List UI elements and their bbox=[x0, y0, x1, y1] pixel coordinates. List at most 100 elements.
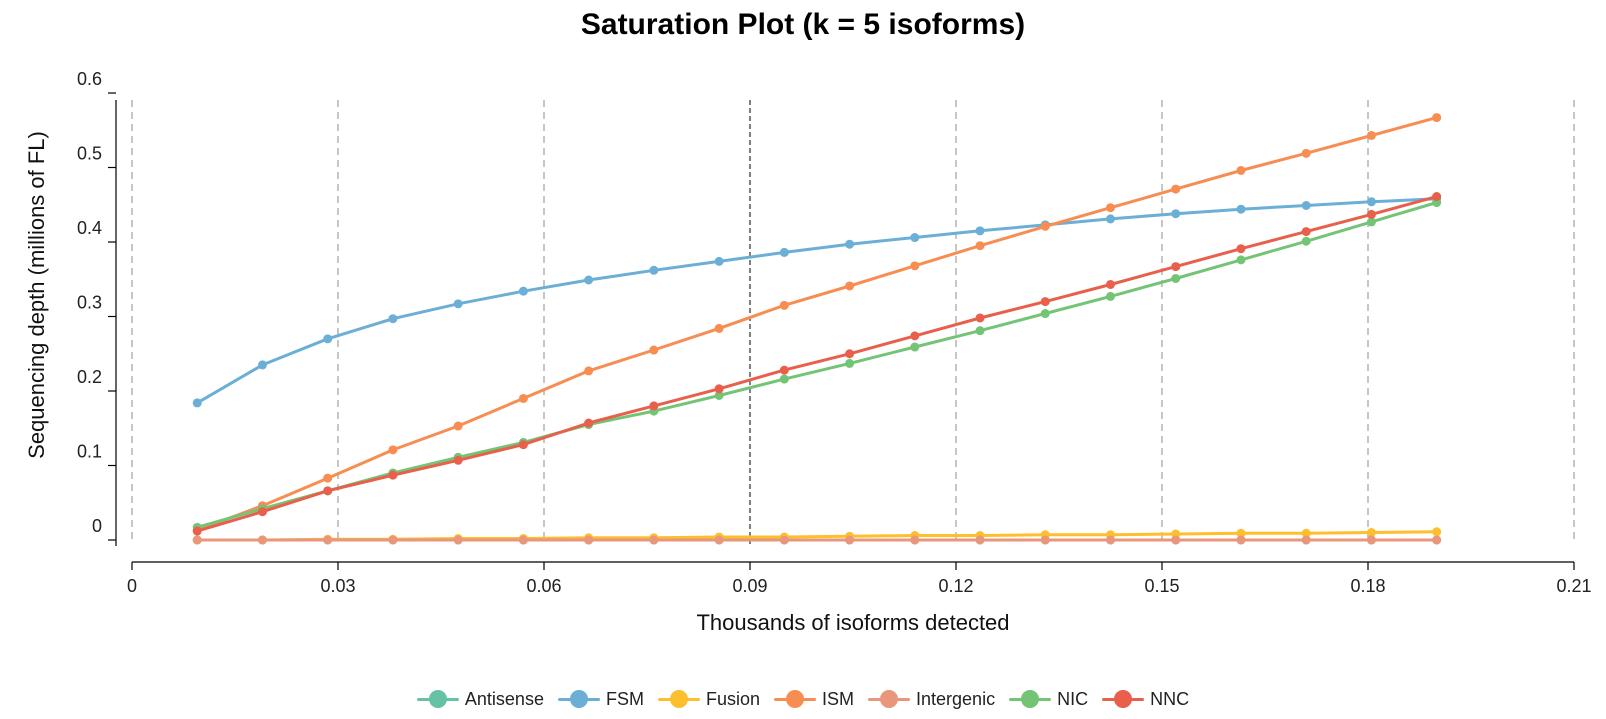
data-point bbox=[1236, 244, 1246, 254]
data-point bbox=[1171, 274, 1181, 284]
legend-item-fusion[interactable]: Fusion bbox=[657, 689, 760, 710]
data-point bbox=[845, 535, 855, 545]
data-point bbox=[714, 535, 724, 545]
data-point bbox=[779, 374, 789, 384]
series-line bbox=[196, 195, 1438, 533]
data-point bbox=[845, 358, 855, 368]
y-tick-label: 0.2 bbox=[77, 367, 102, 387]
data-point bbox=[323, 535, 333, 545]
data-point bbox=[192, 398, 202, 408]
data-point bbox=[584, 535, 594, 545]
legend-item-fsm[interactable]: FSM bbox=[557, 689, 644, 710]
data-point bbox=[1106, 535, 1115, 545]
legend-item-antisense[interactable]: Antisense bbox=[416, 689, 544, 710]
data-point bbox=[910, 261, 920, 271]
legend-swatch bbox=[557, 690, 600, 708]
data-point bbox=[975, 241, 985, 251]
x-tick-label: 0.09 bbox=[732, 576, 767, 596]
data-point bbox=[1236, 528, 1246, 538]
x-tick-label: 0.18 bbox=[1350, 576, 1385, 596]
data-point bbox=[779, 535, 789, 545]
data-point bbox=[1301, 236, 1311, 246]
data-point bbox=[1301, 148, 1311, 158]
data-point bbox=[779, 365, 789, 375]
data-point bbox=[453, 455, 463, 465]
legend-swatch bbox=[774, 690, 816, 708]
legend: Antisense FSM Fusion ISM Intergenic NIC NNC bbox=[0, 684, 1606, 714]
x-tick-label: 0.21 bbox=[1556, 576, 1591, 596]
chart-title: Saturation Plot (k = 5 isoforms) bbox=[580, 8, 1026, 41]
data-point bbox=[1366, 197, 1376, 207]
legend-swatch bbox=[416, 690, 459, 708]
x-tick-label: 0.15 bbox=[1144, 576, 1179, 596]
data-point bbox=[779, 247, 789, 257]
data-point bbox=[1366, 217, 1376, 227]
y-tick-label: 0.6 bbox=[77, 69, 102, 89]
legend-item-ism[interactable]: ISM bbox=[774, 689, 854, 710]
y-tick-label: 0.3 bbox=[77, 293, 102, 313]
series-ism bbox=[192, 113, 1442, 535]
series-line bbox=[196, 116, 1438, 532]
y-ticks: 0 0.1 0.2 0.3 0.4 0.5 0.6 bbox=[77, 69, 116, 541]
x-tick-label: 0.12 bbox=[938, 576, 973, 596]
x-ticks: 0 0.03 0.06 0.09 0.12 0.15 0.18 0.21 bbox=[127, 562, 1592, 596]
data-point bbox=[1106, 291, 1115, 301]
data-point bbox=[388, 314, 398, 324]
legend-item-nnc[interactable]: NNC bbox=[1102, 689, 1189, 710]
data-point bbox=[779, 300, 789, 310]
legend-swatch bbox=[1009, 690, 1052, 708]
data-point bbox=[1040, 221, 1050, 231]
data-point bbox=[714, 384, 724, 394]
data-point bbox=[1432, 527, 1442, 537]
y-tick-label: 0.5 bbox=[77, 144, 102, 164]
data-point bbox=[257, 360, 267, 370]
legend-item-nic[interactable]: NIC bbox=[1009, 689, 1088, 710]
data-point bbox=[388, 445, 398, 455]
data-point bbox=[388, 535, 398, 545]
series-line bbox=[196, 201, 1438, 529]
data-point bbox=[323, 473, 333, 483]
data-point bbox=[1236, 535, 1246, 545]
legend-item-intergenic[interactable]: Intergenic bbox=[868, 689, 995, 710]
x-tick-label: 0.06 bbox=[526, 576, 561, 596]
data-point bbox=[1040, 309, 1050, 319]
data-point bbox=[257, 535, 267, 545]
data-point bbox=[975, 326, 985, 336]
data-point bbox=[518, 286, 528, 296]
data-point bbox=[845, 239, 855, 249]
data-point bbox=[518, 535, 528, 545]
data-point bbox=[975, 313, 985, 323]
data-point bbox=[714, 390, 724, 400]
y-tick-label: 0 bbox=[92, 516, 102, 536]
data-point bbox=[192, 535, 202, 545]
data-point bbox=[1040, 297, 1050, 307]
data-point bbox=[1171, 184, 1181, 194]
data-point bbox=[649, 345, 659, 355]
data-point bbox=[1236, 204, 1246, 214]
data-point bbox=[518, 393, 528, 403]
data-point bbox=[518, 440, 528, 450]
data-point bbox=[1106, 214, 1115, 224]
data-point bbox=[1366, 130, 1376, 140]
data-point bbox=[453, 535, 463, 545]
legend-label: NNC bbox=[1150, 688, 1190, 709]
data-point bbox=[845, 281, 855, 291]
data-point bbox=[975, 226, 985, 236]
grid-layer bbox=[131, 100, 1575, 544]
legend-label: ISM bbox=[822, 688, 855, 709]
series-line bbox=[196, 197, 1437, 405]
data-point bbox=[257, 507, 267, 517]
data-point bbox=[649, 535, 659, 545]
data-point bbox=[1301, 200, 1311, 210]
y-tick-label: 0.4 bbox=[77, 218, 102, 238]
data-point bbox=[453, 421, 463, 431]
plot-area: 0 0.03 0.06 0.09 0.12 0.15 0.18 0.21 0 0.1 0.2 0.3… bbox=[24, 69, 1592, 635]
series-fsm bbox=[192, 194, 1442, 408]
x-tick-label: 0.03 bbox=[320, 576, 355, 596]
data-point bbox=[1236, 165, 1246, 175]
series-layer bbox=[192, 113, 1442, 545]
data-point bbox=[845, 349, 855, 359]
data-point bbox=[714, 323, 724, 333]
x-axis-label: Thousands of isoforms detected bbox=[696, 610, 1009, 635]
data-point bbox=[1040, 535, 1050, 545]
